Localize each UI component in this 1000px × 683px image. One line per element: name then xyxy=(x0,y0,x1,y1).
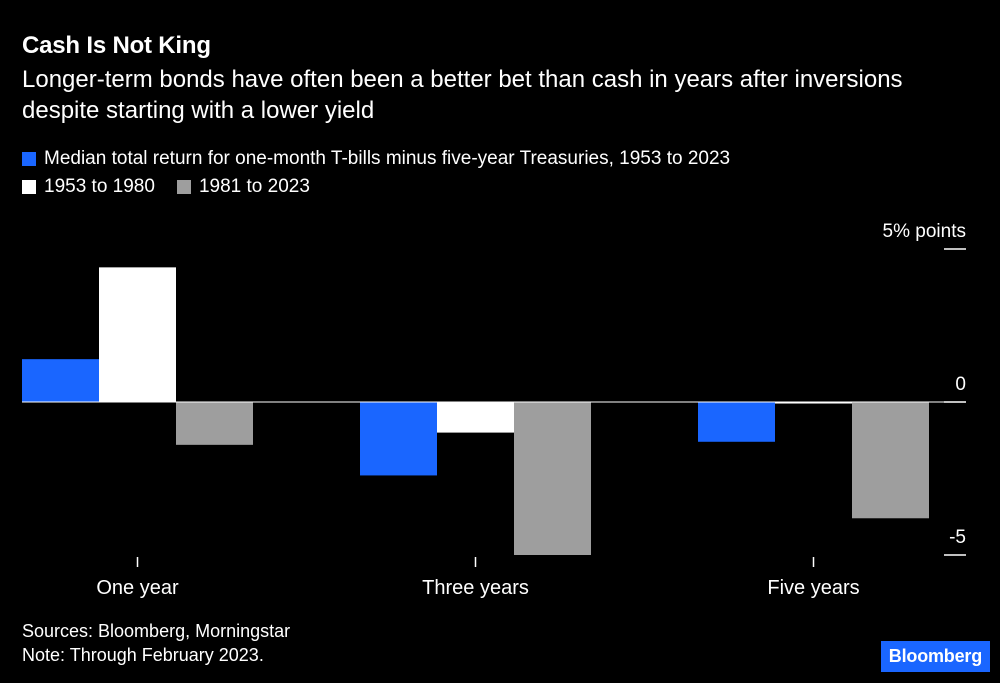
legend-swatch-median xyxy=(22,152,36,166)
bar-one-year-series-3 xyxy=(176,402,253,445)
legend-label-median: Median total return for one-month T-bill… xyxy=(44,148,731,169)
legend-item-1981-2023: 1981 to 2023 xyxy=(176,176,310,198)
y-tick-label-0: 5% points xyxy=(883,221,966,242)
bar-five-years-series-3 xyxy=(852,402,929,519)
legend-row-1: Median total return for one-month T-bill… xyxy=(22,148,752,170)
x-tick-label-one-year: One year xyxy=(96,577,179,599)
bar-five-years-series-1 xyxy=(698,402,775,442)
bar-one-year-series-1 xyxy=(22,359,99,402)
legend-label-1981-2023: 1981 to 2023 xyxy=(198,176,310,197)
sources-text: Sources: Bloomberg, Morningstar xyxy=(22,621,291,641)
legend-label-1953-1980: 1953 to 1980 xyxy=(44,176,155,197)
bar-three-years-series-2 xyxy=(437,402,514,433)
x-tick-label-three-years: Three years xyxy=(422,577,529,599)
legend-row-2: 1953 to 1980 1981 to 2023 xyxy=(22,176,332,198)
x-tick-label-five-years: Five years xyxy=(767,577,859,599)
bar-one-year-series-2 xyxy=(99,267,176,402)
y-tick-label-2: -5 xyxy=(949,527,966,548)
legend-swatch-1981-2023 xyxy=(176,180,191,194)
bar-five-years-series-2 xyxy=(775,402,852,404)
legend-swatch-1953-1980 xyxy=(22,180,36,194)
bloomberg-logo: Bloomberg xyxy=(880,641,990,672)
legend-item-median: Median total return for one-month T-bill… xyxy=(22,148,730,170)
bar-three-years-series-1 xyxy=(360,402,437,476)
legend-item-1953-1980: 1953 to 1980 xyxy=(22,176,155,198)
note-text: Note: Through February 2023. xyxy=(22,645,264,665)
y-tick-label-1: 0 xyxy=(955,374,966,395)
chart-subtitle: Longer-term bonds have often been a bett… xyxy=(22,66,903,124)
bar-three-years-series-3 xyxy=(514,402,591,555)
chart-title: Cash Is Not King xyxy=(22,32,211,59)
